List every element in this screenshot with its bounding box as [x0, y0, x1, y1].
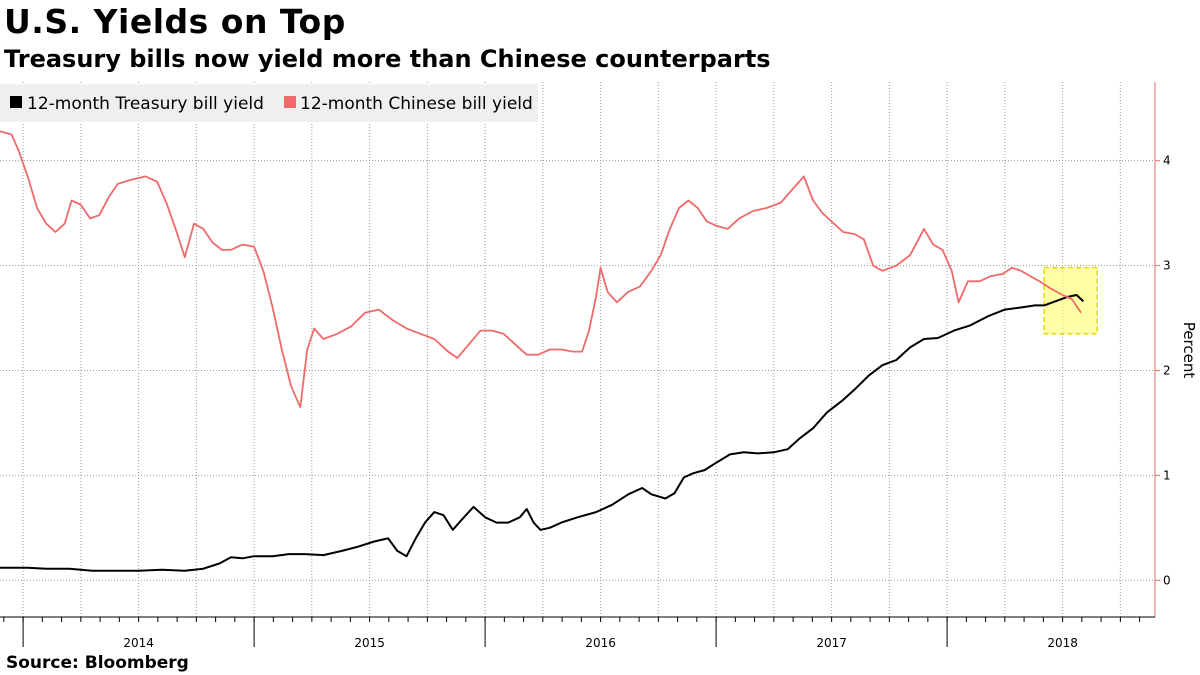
axis-layer: 0 1 2 3 4 2014 2015 2016 2017 2018: [0, 82, 1171, 650]
highlight-layer: [1043, 266, 1098, 335]
chart-subtitle: Treasury bills now yield more than Chine…: [4, 45, 771, 73]
series-layer: [0, 130, 1085, 572]
legend-background: [0, 84, 538, 122]
legend: 12-month Treasury bill yield 12-month Ch…: [0, 84, 538, 122]
y-tick-label: 3: [1163, 259, 1171, 273]
x-tick-label: 2017: [816, 636, 847, 650]
grid-layer: [0, 82, 1155, 617]
legend-label-treasury: 12-month Treasury bill yield: [27, 94, 264, 114]
legend-swatch-china: [284, 96, 296, 108]
legend-label-china: 12-month Chinese bill yield: [300, 94, 533, 114]
y-tick-label: 2: [1163, 363, 1171, 377]
y-tick-label: 0: [1163, 573, 1171, 587]
series-line-china: [0, 130, 1082, 409]
chart-title: U.S. Yields on Top: [4, 2, 346, 41]
x-tick-label: 2018: [1047, 636, 1078, 650]
x-tick-label: 2015: [354, 636, 385, 650]
legend-swatch-treasury: [10, 96, 22, 108]
series-line-treasury: [0, 294, 1085, 572]
y-tick-label: 4: [1163, 154, 1171, 168]
chart-source: Source: Bloomberg: [6, 653, 189, 673]
x-tick-label: 2016: [585, 636, 616, 650]
x-tick-label: 2014: [123, 636, 154, 650]
highlight-box: [1043, 266, 1098, 335]
y-tick-label: 1: [1163, 468, 1171, 482]
y-axis-label: Percent: [1180, 322, 1198, 379]
